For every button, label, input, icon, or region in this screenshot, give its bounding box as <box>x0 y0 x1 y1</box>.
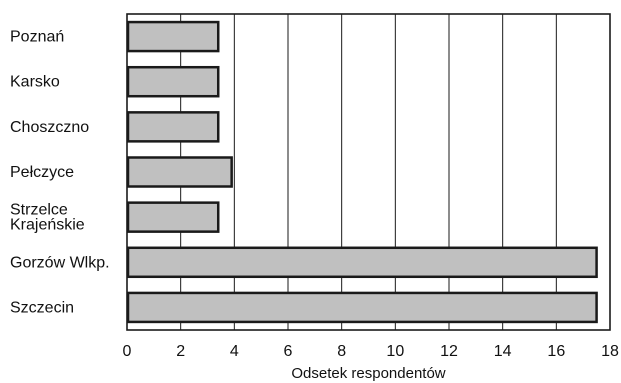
category-label-gorzow-wlkp: Gorzów Wlkp. <box>10 254 110 271</box>
category-label-karsko: Karsko <box>10 74 60 91</box>
x-tick-label-12: 12 <box>440 343 458 360</box>
category-label-choszczno: Choszczno <box>10 119 89 136</box>
bar-karsko <box>126 65 220 98</box>
x-tick-label-18: 18 <box>601 343 619 360</box>
category-label-strzelce-krajenskie-line-1: Strzelce <box>10 202 68 219</box>
category-label-strzelce-krajenskie-line-2: Krajeńskie <box>10 217 85 234</box>
bar-choszczno <box>126 111 220 143</box>
plot-frame <box>126 13 611 331</box>
x-tick-label-0: 0 <box>123 343 132 360</box>
gridlines <box>180 14 557 330</box>
bars <box>126 20 598 324</box>
category-label-pelczyce: Pełczyce <box>10 164 74 181</box>
x-tick-label-6: 6 <box>284 343 293 360</box>
x-tick-label-4: 4 <box>230 343 239 360</box>
x-tick-label-14: 14 <box>494 343 512 360</box>
x-tick-label-8: 8 <box>337 343 346 360</box>
bar-poznan <box>126 20 220 53</box>
x-tick-label-2: 2 <box>176 343 185 360</box>
x-tick-label-10: 10 <box>386 343 404 360</box>
x-axis-title: Odsetek respondentów <box>291 365 445 382</box>
x-tick-label-16: 16 <box>547 343 565 360</box>
x-tick-labels: 0 2 4 6 8 10 12 14 16 18 <box>123 343 619 360</box>
bar-pelczyce <box>126 156 233 188</box>
bar-strzelce-krajenskie <box>126 201 220 233</box>
bar-gorzow-wlkp <box>126 246 598 279</box>
category-label-szczecin: Szczecin <box>10 299 74 316</box>
bar-szczecin <box>126 291 598 324</box>
category-labels: Poznań Karsko Choszczno Pełczyce StrzelceKra… <box>10 29 110 317</box>
category-label-poznan: Poznań <box>10 29 64 46</box>
